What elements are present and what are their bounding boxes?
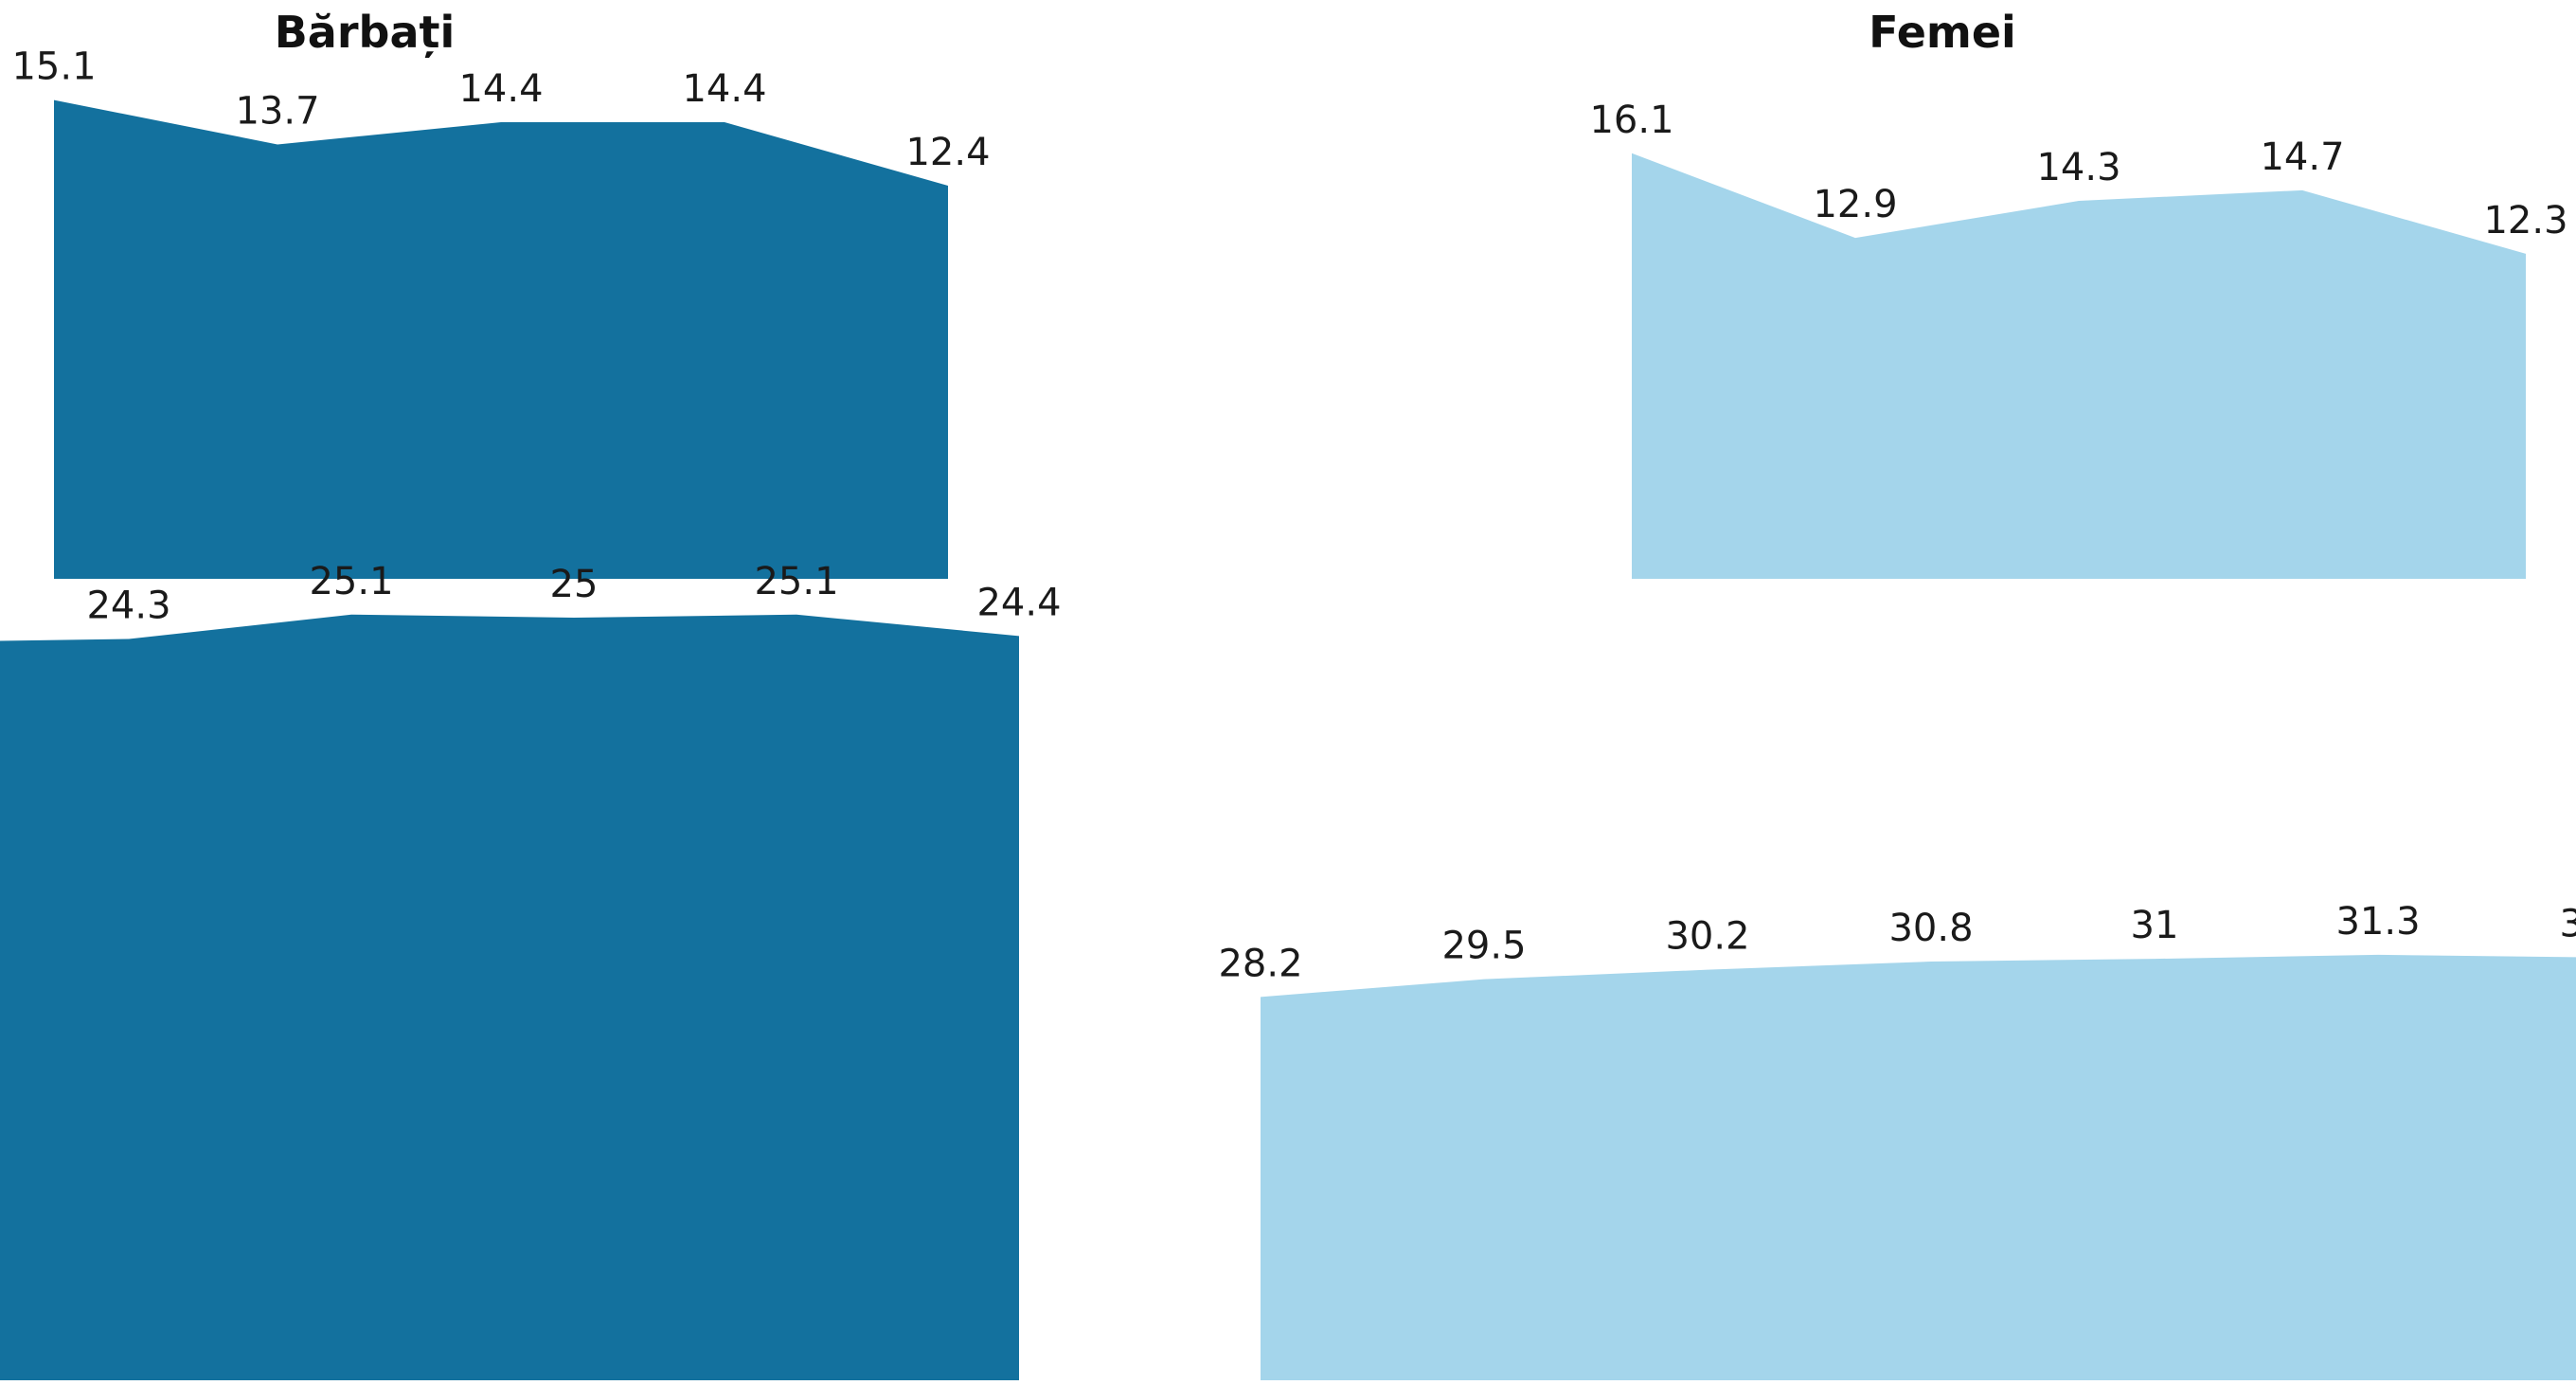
area-fill [54,99,948,579]
data-label: 29.5 [1441,925,1526,968]
data-label: 13.7 [235,89,319,133]
title-men: Bărbați [275,7,456,58]
panel-men-bottom: 24.3 25.1 25 25.1 24.4 [0,560,1062,1380]
data-label: 14.4 [682,67,766,111]
data-label: 24.4 [976,581,1061,624]
data-label: 28.2 [1218,942,1302,985]
data-label: 24.3 [86,585,170,628]
data-label: 14.7 [2260,135,2344,179]
data-label: 30.8 [1888,907,1973,950]
data-label: 15.1 [11,45,96,89]
data-label: 14.4 [458,67,543,111]
data-label: 30.2 [1665,915,1749,959]
panel-women-bottom: 28.2 29.5 30.2 30.8 31 31.3 31.1 [1218,900,2576,1380]
area-fill [1632,153,2526,579]
area-fill [0,614,1019,1380]
panel-women-top: 16.1 12.9 14.3 14.7 12.3 [1589,99,2568,579]
data-label: 12.3 [2483,199,2567,243]
data-label: 31.3 [2335,900,2420,944]
panel-men-top: 15.1 13.7 14.4 14.4 12.4 [11,45,991,579]
data-label: 14.3 [2036,146,2120,189]
data-label: 25.1 [754,560,838,603]
data-label: 12.9 [1813,183,1897,226]
area-fill [1261,954,2576,1380]
data-label: 31 [2131,904,2179,947]
data-label: 25.1 [309,560,393,603]
title-women: Femei [1869,7,2016,58]
data-label: 31.1 [2559,903,2576,946]
data-label: 25 [550,563,599,606]
data-label: 16.1 [1589,99,1673,142]
chart-panels: 15.1 13.7 14.4 14.4 12.4 16.1 12.9 14.3 14.7 12.3… [0,45,2576,1380]
data-label: 12.4 [905,131,990,174]
